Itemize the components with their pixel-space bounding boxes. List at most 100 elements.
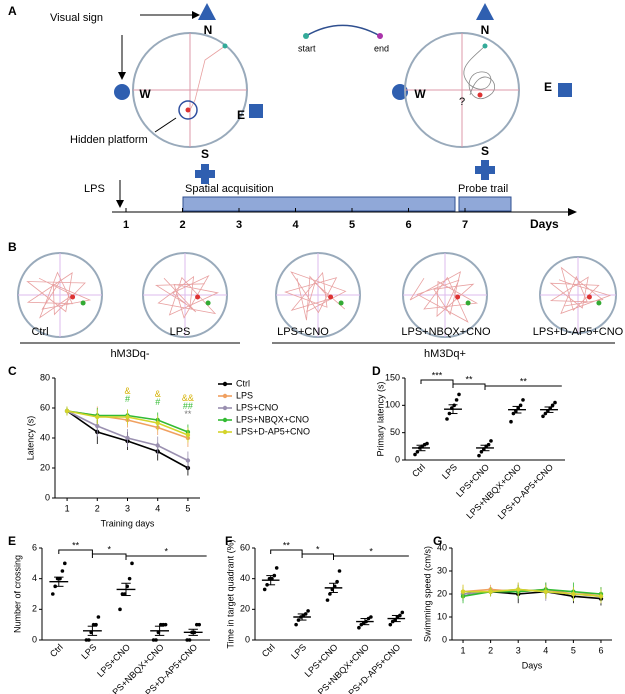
start-dot [338,300,344,306]
legend-label: LPS+CNO [236,402,278,412]
end-label: end [374,43,389,53]
y-tick-label: 0 [32,634,37,644]
circle-icon [114,84,130,100]
data-point [445,417,449,421]
y-tick-label: 100 [385,400,400,410]
significance-label: ** [520,376,528,386]
significance-bracket [420,379,454,384]
significance-label: ** [283,540,291,550]
y-tick-label: 0 [395,454,400,464]
arrow-head [116,200,124,208]
x-tick-label: 3 [125,503,130,513]
probe-bar [458,196,512,212]
data-point [294,622,298,627]
x-tick-label: Ctrl [260,642,277,659]
annotation: ** [184,409,192,419]
data-point [337,569,342,573]
data-point [521,398,525,402]
day-label: 3 [236,219,242,231]
data-point [328,592,332,596]
significance-bracket [125,555,207,560]
y-tick-label: 40 [240,573,250,583]
end-dot [586,294,592,300]
start-dot [596,300,602,306]
data-point [509,419,513,424]
day-label: 1 [123,219,129,231]
example-path [305,24,381,37]
data-point [51,592,55,596]
start-dot [465,300,471,306]
y-axis-label: Latency (s) [25,416,35,461]
end-dot [455,294,461,300]
arrow [154,117,177,133]
legend-label: LPS+D-AP5+CNO [236,426,310,436]
start-dot [205,300,211,306]
maze-label: LPS+D-AP5+CNO [533,326,624,338]
data-point [306,609,310,613]
maze-label: Ctrl [31,326,48,338]
significance-bracket [333,555,409,560]
x-tick-label: Ctrl [410,462,427,479]
data-point [163,622,168,627]
legend-marker [222,429,228,435]
start-dot [303,33,309,39]
significance-label: * [316,544,320,554]
platform-label: Hidden platform [70,134,148,146]
panel-label: D [372,364,381,378]
marker [571,591,576,597]
annotation: # [125,394,130,404]
x-tick-label: LPS [79,642,98,661]
x-tick-label: LPS+D-AP5+CNO [140,642,199,694]
x-tick-label: LPS+D-AP5+CNO [496,462,555,521]
data-point [357,625,361,630]
x-tick-label: 1 [65,503,70,513]
timeline-treatment: LPS [84,183,105,195]
y-tick-label: 10 [437,611,447,621]
square-icon [249,104,263,118]
annotation: & [155,389,161,399]
swim-path [409,271,478,323]
data-point [118,607,122,612]
significance-bracket [301,553,334,558]
direction: E [544,80,552,94]
legend-label: Ctrl [236,378,250,388]
platform-ring [178,100,198,120]
marker [185,458,191,463]
direction: W [414,87,426,101]
significance-label: ** [465,374,473,384]
y-axis-label: Swimming speed (cm/s) [422,546,432,642]
significance-label: * [107,544,111,554]
triangle-icon [476,3,494,20]
y-tick-label: 60 [240,542,250,552]
data-point [187,638,192,642]
square-icon [558,83,572,97]
significance-bracket [452,383,486,388]
legend-label: LPS [236,390,253,400]
question-mark: ? [459,96,465,108]
data-point [325,598,330,602]
x-tick-label: 6 [598,645,603,655]
end-dot [477,92,483,98]
marker [95,423,100,429]
marker [125,414,130,420]
significance-bracket [58,549,93,554]
end-dot [70,294,76,300]
annotation: # [155,397,160,407]
y-tick-label: 30 [437,565,447,575]
day-label: 7 [462,219,468,231]
x-tick-label: 2 [488,645,493,655]
y-tick-label: 20 [437,588,447,598]
y-tick-label: 0 [45,492,50,502]
swim-path [189,45,226,111]
x-tick-label: 5 [185,503,190,513]
circle-icon [392,84,408,100]
y-tick-label: 20 [240,604,250,614]
day-label: 6 [405,219,411,231]
marker [516,587,521,592]
data-point [489,439,493,443]
maze-label: LPS+CNO [277,326,329,338]
maze-label: LPS+NBQX+CNO [401,326,491,338]
end-dot [377,33,383,39]
maze-label: LPS [170,326,191,338]
